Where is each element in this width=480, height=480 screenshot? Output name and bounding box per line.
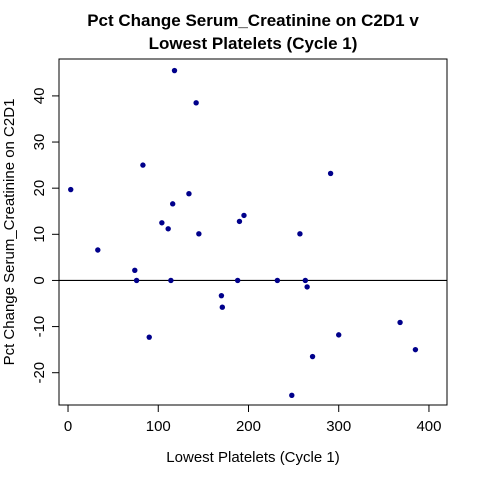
data-point (304, 284, 310, 290)
y-tick-label: 40 (31, 88, 48, 105)
x-tick-label: 400 (416, 418, 441, 435)
data-points (68, 67, 419, 399)
data-point (302, 277, 309, 284)
data-point (412, 346, 419, 353)
data-point (169, 201, 176, 207)
data-point (218, 292, 225, 299)
data-point (336, 332, 342, 338)
data-point (297, 231, 303, 237)
data-point (193, 100, 199, 106)
y-axis-label: Pct Change Serum_Creatinine on C2D1 (1, 99, 18, 366)
data-point (327, 170, 334, 177)
x-axis: 0 100 200 300 400 (64, 405, 441, 435)
y-tick-label: 0 (31, 276, 48, 284)
data-point (171, 67, 178, 74)
x-axis-label: Lowest Platelets (Cycle 1) (166, 449, 339, 466)
data-point (133, 277, 140, 284)
data-point (140, 162, 146, 168)
y-tick-label: 10 (31, 226, 48, 243)
data-point (309, 353, 316, 360)
data-point (165, 226, 171, 232)
plot-frame (58, 58, 448, 406)
y-tick-label: 20 (31, 180, 48, 197)
x-tick-label: 0 (64, 418, 72, 435)
x-tick-label: 200 (236, 418, 261, 435)
data-point (168, 277, 174, 284)
data-point (196, 231, 202, 237)
data-point (146, 334, 152, 340)
data-point (289, 392, 295, 399)
data-point (219, 304, 226, 310)
data-point (95, 247, 101, 253)
data-point (159, 220, 165, 226)
data-point (241, 212, 247, 219)
x-tick-label: 100 (146, 418, 171, 435)
y-tick-label: -20 (31, 362, 48, 384)
chart-title-line-2: Lowest Platelets (Cycle 1) (149, 34, 358, 53)
data-point (68, 186, 74, 193)
data-point (234, 277, 241, 284)
y-axis: -20 -10 0 10 20 30 40 (31, 88, 59, 384)
data-point (397, 319, 403, 326)
data-point (186, 191, 192, 197)
chart-title-line-1: Pct Change Serum_Creatinine on C2D1 v (87, 11, 419, 30)
y-tick-label: 30 (31, 134, 48, 151)
data-point (274, 277, 281, 284)
data-point (132, 267, 138, 273)
data-point (236, 218, 243, 225)
x-tick-label: 300 (326, 418, 351, 435)
y-tick-label: -10 (31, 316, 48, 338)
